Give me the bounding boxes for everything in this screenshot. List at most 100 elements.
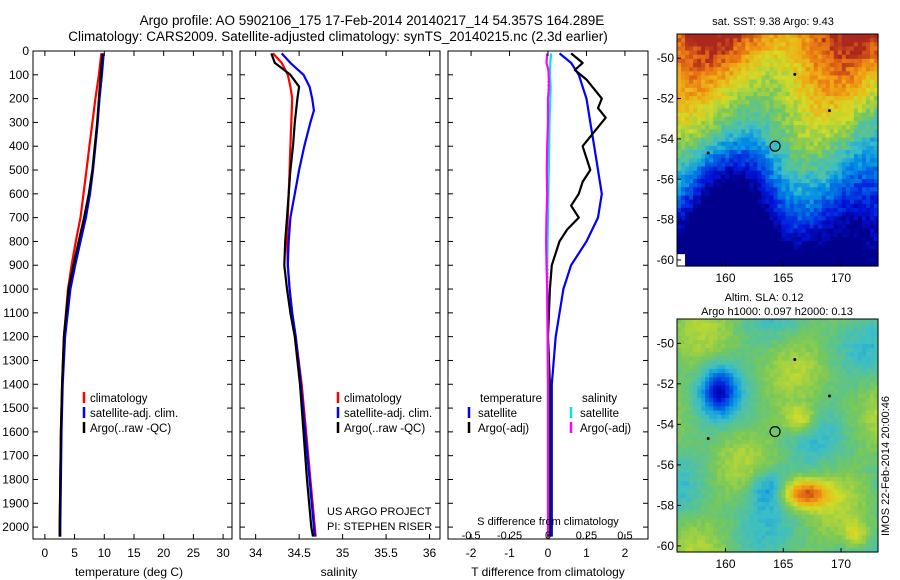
legend-label: Argo(-adj) [580, 423, 631, 435]
legend-label: Argo(..raw -QC) [90, 423, 171, 435]
difference-legend: temperature satellite Argo(-adj) salinity sa… [467, 393, 631, 435]
legend-group-title: salinity [582, 393, 617, 405]
depth-tick-label: 1000 [2, 282, 29, 296]
x-tick-label: 34.5 [287, 546, 311, 560]
salinity-legend: climatology satellite-adj. clim. Argo(..ra… [336, 392, 432, 435]
other-float-marker [706, 151, 710, 155]
map-x-tick-label: 165 [773, 557, 793, 571]
difference-panel-series-3 [544, 53, 550, 537]
other-float-marker [793, 72, 797, 76]
legend-label: satellite [478, 408, 517, 420]
salinity-panel-series-2 [270, 53, 315, 537]
temperature-axes-frame [32, 50, 233, 540]
x-tick-label: 15 [127, 546, 141, 560]
sst-map-title: sat. SST: 9.38 Argo: 9.43 [712, 16, 834, 28]
x-tick-label: -1 [504, 546, 515, 560]
s-tick-label: -0.25 [497, 530, 522, 542]
map-y-tick-label: -56 [657, 172, 675, 186]
legend-label: satellite-adj. clim. [90, 408, 178, 420]
x-tick-label: 1 [583, 546, 590, 560]
s-tick-label: 0 [545, 530, 551, 542]
temperature-legend: climatology satellite-adj. clim. Argo(..ra… [82, 392, 178, 435]
s-tick-label: 0.5 [617, 530, 632, 542]
depth-tick-label: 1700 [2, 449, 29, 463]
legend-group-title: temperature [480, 393, 542, 405]
map-x-tick-label: 165 [773, 271, 793, 285]
legend-label: satellite [580, 408, 619, 420]
sst-map-frame [676, 33, 879, 267]
project-annotation: US ARGO PROJECT [327, 506, 432, 518]
sst-map: sat. SST: 9.38 Argo: 9.43 160 165 170 -50 -… [657, 16, 879, 285]
map-y-tick-label: -54 [657, 132, 675, 146]
map-x-tick-label: 170 [831, 271, 851, 285]
salinity-axes-frame [239, 50, 441, 540]
x-tick-label: 30 [216, 546, 230, 560]
depth-tick-label: 400 [9, 139, 29, 153]
map-y-tick-label: -50 [657, 336, 675, 350]
map-y-tick-label: -58 [657, 498, 675, 512]
difference-panel-series-0 [550, 52, 603, 537]
s-tick-label: 0.25 [576, 530, 597, 542]
x-tick-label: 5 [71, 546, 78, 560]
x-tick-label: 10 [98, 546, 112, 560]
sla-map-title-line1: Altim. SLA: 0.12 [725, 292, 804, 304]
salinity-panel: 34 34.5 35 35.5 36 salinity climatology satel… [239, 50, 441, 579]
x-tick-label: 25 [187, 546, 201, 560]
depth-tick-label: 200 [9, 92, 29, 106]
header-line1: Argo profile: AO 5902106_175 17-Feb-2014… [140, 13, 605, 28]
depth-tick-label: 500 [9, 163, 29, 177]
x-tick-label: 35.5 [374, 546, 398, 560]
depth-tick-label: 300 [9, 115, 29, 129]
depth-tick-label: 1400 [2, 377, 29, 391]
sla-map-frame [676, 318, 879, 553]
x-tick-label: 20 [157, 546, 171, 560]
x-tick-label: 34 [249, 546, 263, 560]
map-y-tick-label: -60 [657, 253, 675, 267]
map-y-tick-label: -60 [657, 539, 675, 553]
depth-tick-label: 1100 [3, 306, 29, 320]
map-y-tick-label: -54 [657, 417, 675, 431]
x-tick-label: 36 [423, 546, 437, 560]
difference-panel-series-1 [546, 52, 607, 537]
depth-tick-label: 1600 [2, 425, 29, 439]
s-difference-label: S difference from climatology [477, 516, 619, 528]
imos-side-label: IMOS 22-Feb-2014 20:00:46 [880, 396, 892, 536]
sla-heatmap [677, 319, 879, 553]
t-difference-label: T difference from climatology [471, 565, 625, 579]
other-float-marker [793, 358, 797, 362]
map-y-tick-label: -50 [657, 51, 675, 65]
sst-heatmap [677, 34, 879, 267]
x-tick-label: 2 [622, 546, 629, 560]
legend-label: Argo(..raw -QC) [344, 423, 425, 435]
sla-map: Altim. SLA: 0.12 Argo h1000: 0.097 h2000… [657, 292, 892, 571]
depth-tick-label: 700 [9, 211, 29, 225]
map-y-tick-label: -52 [657, 377, 675, 391]
x-tick-label: 35 [336, 546, 350, 560]
map-x-tick-label: 170 [831, 557, 851, 571]
salinity-panel-series-1 [280, 52, 316, 537]
other-float-marker [827, 109, 831, 113]
depth-tick-label: 1300 [2, 353, 29, 367]
x-tick-label: 0 [42, 546, 49, 560]
salinity-xlabel: salinity [321, 565, 358, 579]
depth-tick-label: 900 [9, 258, 29, 272]
legend-label: Argo(-adj) [478, 423, 529, 435]
map-y-tick-label: -56 [657, 458, 675, 472]
other-float-marker [827, 394, 831, 398]
map-x-tick-label: 160 [716, 271, 736, 285]
legend-label: climatology [344, 393, 402, 405]
map-x-tick-label: 160 [716, 557, 736, 571]
temperature-panel: 0 5 10 15 20 25 30 0 100 200 300 400 500 600 700 800 90… [2, 44, 233, 579]
depth-tick-label: 100 [9, 68, 29, 82]
map-y-tick-label: -58 [657, 213, 675, 227]
header-line2: Climatology: CARS2009. Satellite-adjuste… [68, 29, 608, 44]
depth-tick-label: 1800 [2, 472, 29, 486]
float-position-marker [769, 140, 781, 152]
other-float-marker [706, 437, 710, 441]
s-tick-label: -0.5 [462, 530, 481, 542]
temperature-panel-series-0 [58, 53, 103, 537]
difference-panel: -2 -1 0 1 2 -0.5 -0.25 0 0.25 0.5 S difference f… [447, 50, 649, 579]
x-tick-label: 0 [545, 546, 552, 560]
depth-tick-label: 800 [9, 234, 29, 248]
